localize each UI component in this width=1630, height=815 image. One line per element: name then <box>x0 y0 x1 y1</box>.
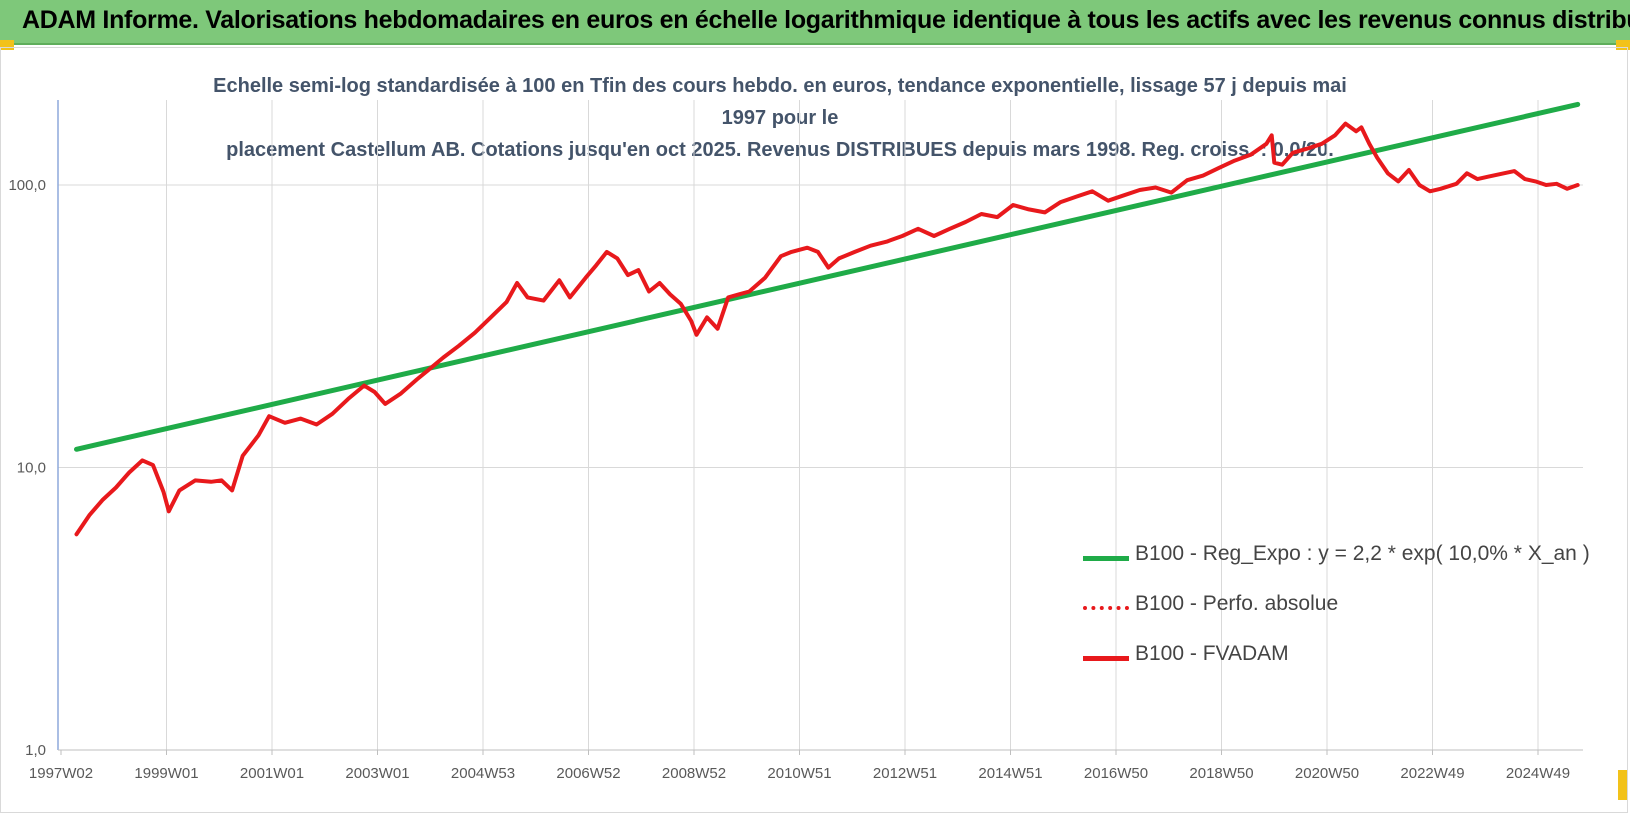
label-layer: 1997W02 1999W01 2001W01 2003W01 2004W53 2006W… <box>8 177 1570 782</box>
x-tick-label: 2016W50 <box>1084 765 1148 782</box>
x-tick-label: 2003W01 <box>345 765 409 782</box>
grid-layer <box>58 100 1583 751</box>
x-tick-label: 2006W52 <box>556 765 620 782</box>
legend-label-regression: B100 - Reg_Expo : y = 2,2 * exp( 10,0% *… <box>1135 542 1590 565</box>
legend-swatch-perfo <box>1083 606 1129 610</box>
header-banner: ADAM Informe. Valorisations hebdomadaire… <box>0 0 1630 45</box>
corner-marker-top-right <box>1616 40 1630 50</box>
x-tick-label: 2022W49 <box>1400 765 1464 782</box>
y-tick-label: 10,0 <box>17 460 46 477</box>
x-tick-label: 1999W01 <box>134 765 198 782</box>
x-tick-label: 1997W02 <box>29 765 93 782</box>
series-line-regression <box>74 101 1581 452</box>
corner-marker-top-left <box>0 40 14 50</box>
y-tick-label: 1,0 <box>25 742 46 759</box>
legend-swatch-regression <box>1083 556 1129 561</box>
x-tick-label: 2020W50 <box>1295 765 1359 782</box>
x-tick-label: 2008W52 <box>662 765 726 782</box>
legend-label-perfo: B100 - Perfo. absolue <box>1135 592 1339 615</box>
series-layer <box>74 101 1581 537</box>
y-tick-label: 100,0 <box>8 177 46 194</box>
legend-label-fvadam: B100 - FVADAM <box>1135 642 1289 665</box>
series-line-fvadam <box>74 121 1580 537</box>
chart-subtitle-line-1: Echelle semi-log standardisée à 100 en T… <box>213 75 1347 129</box>
legend-swatch-fvadam <box>1083 656 1129 661</box>
x-tick-label: 2014W51 <box>978 765 1042 782</box>
x-tick-label: 2004W53 <box>451 765 515 782</box>
corner-marker-bottom-right <box>1618 770 1628 800</box>
x-tick-label: 2018W50 <box>1189 765 1253 782</box>
x-tick-label: 2010W51 <box>767 765 831 782</box>
axis-layer <box>57 100 1583 755</box>
chart-subtitle: Echelle semi-log standardisée à 100 en T… <box>190 70 1370 166</box>
header-title: ADAM Informe. Valorisations hebdomadaire… <box>22 6 1630 34</box>
chart-subtitle-line-2: placement Castellum AB. Cotations jusqu'… <box>226 139 1334 161</box>
chart-frame <box>0 47 1628 813</box>
x-tick-label: 2001W01 <box>240 765 304 782</box>
x-tick-label: 2024W49 <box>1506 765 1570 782</box>
x-tick-label: 2012W51 <box>873 765 937 782</box>
